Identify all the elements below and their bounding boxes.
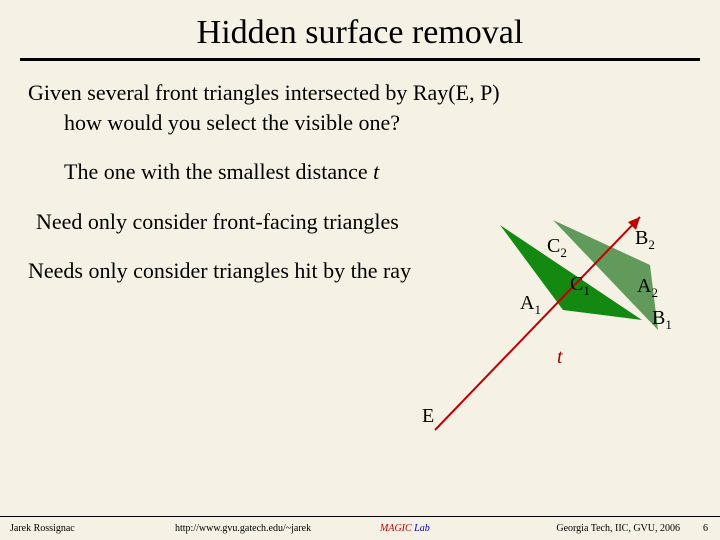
footer-page: 6: [703, 523, 708, 534]
footer: Jarek Rossignac http://www.gvu.gatech.ed…: [0, 516, 720, 540]
footer-lab: MAGIC Lab: [380, 523, 430, 534]
label-e: E: [422, 405, 434, 428]
label-b2: B2: [635, 227, 655, 253]
footer-org: Georgia Tech, IIC, GVU, 2006: [556, 523, 680, 534]
line-4: Need only consider front-facing triangle…: [28, 208, 692, 236]
label-t: t: [557, 346, 563, 369]
label-c1: C1: [570, 273, 590, 299]
line-5: Needs only consider triangles hit by the…: [28, 257, 692, 285]
line-3-text: The one with the smallest distance: [64, 159, 373, 184]
label-b1: B1: [652, 307, 672, 333]
line-2: how would you select the visible one?: [28, 109, 692, 137]
slide-body: Given several front triangles intersecte…: [0, 61, 720, 285]
line-3: The one with the smallest distance t: [28, 158, 692, 186]
label-a1: A1: [520, 292, 541, 318]
slide-title: Hidden surface removal: [0, 0, 720, 58]
footer-author: Jarek Rossignac: [10, 523, 75, 534]
footer-url: http://www.gvu.gatech.edu/~jarek: [175, 523, 311, 534]
line-1: Given several front triangles intersecte…: [28, 79, 692, 107]
line-3-var: t: [373, 159, 379, 184]
label-a2: A2: [637, 275, 658, 301]
label-c2: C2: [547, 235, 567, 261]
